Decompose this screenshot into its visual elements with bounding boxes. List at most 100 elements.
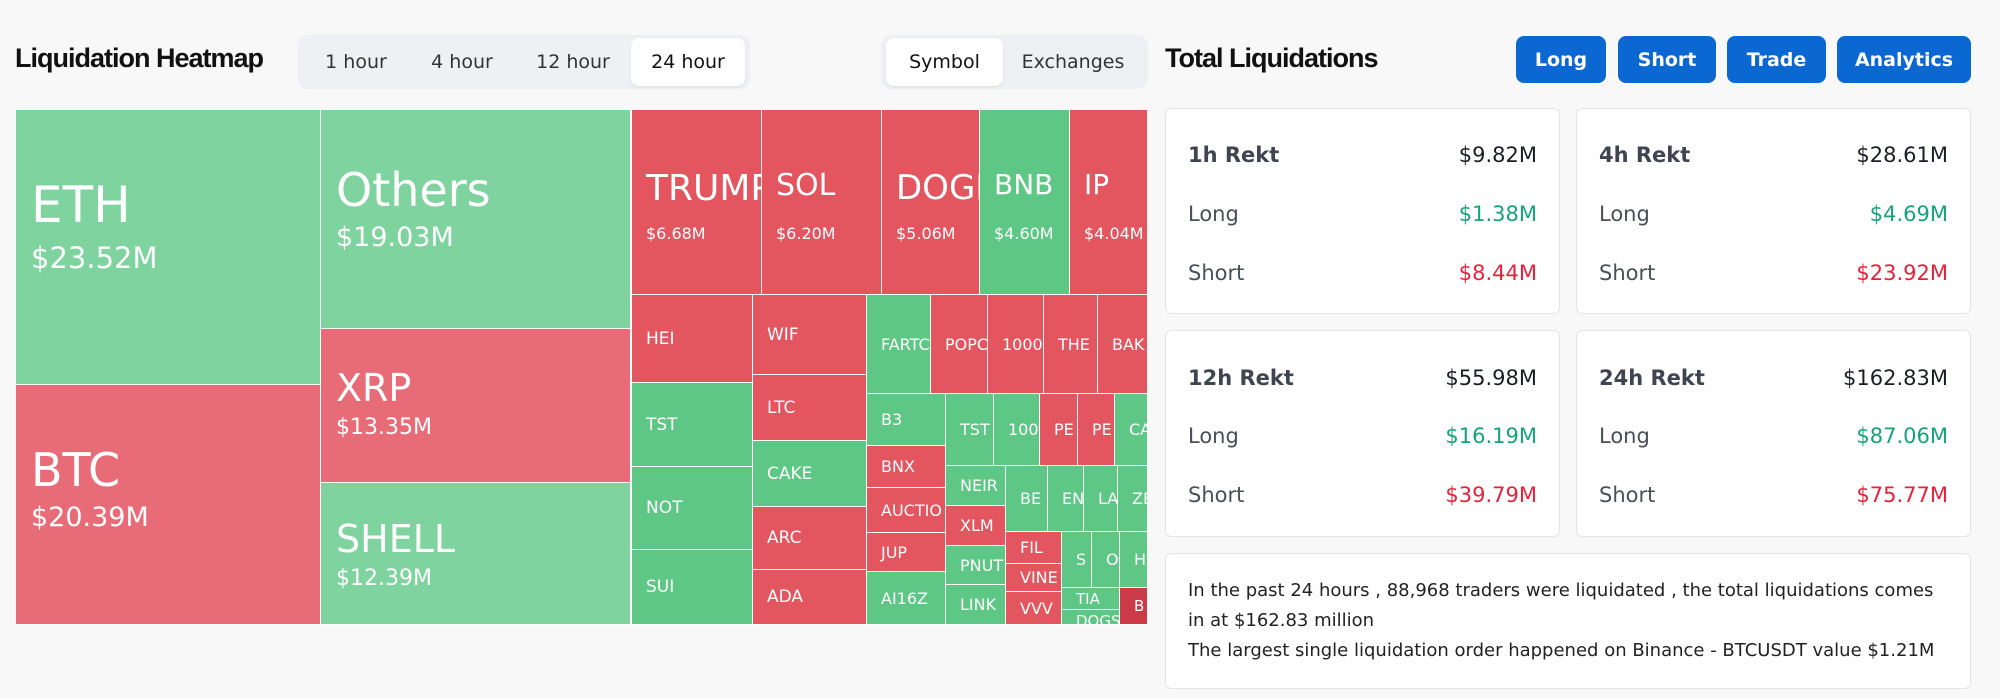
treemap-tile-vine[interactable]: VINE — [1006, 564, 1062, 592]
tile-value: $6.20M — [776, 224, 836, 243]
trade-button[interactable]: Trade — [1727, 36, 1826, 83]
treemap-tile-hei[interactable]: HEI — [632, 295, 753, 383]
tile-symbol: ETH — [31, 176, 131, 234]
treemap-tile-ada[interactable]: ADA — [753, 570, 867, 625]
tile-value: $23.52M — [31, 241, 158, 275]
tile-symbol: BTC — [31, 442, 121, 497]
treemap-tile-tst[interactable]: TST — [632, 383, 753, 467]
treemap-tile-link[interactable]: LINK — [946, 585, 1006, 625]
tile-value: $20.39M — [31, 502, 149, 534]
time-range-tabs: 1 hour 4 hour 12 hour 24 hour — [298, 35, 750, 89]
tile-symbol: JUP — [881, 542, 908, 562]
card-label: 12h Rekt — [1188, 366, 1294, 390]
summary-line-2: The largest single liquidation order hap… — [1188, 640, 1935, 661]
tile-value: $12.39M — [336, 566, 432, 592]
treemap-tile-bak[interactable]: BAK — [1098, 295, 1148, 394]
treemap-tile-pnut[interactable]: PNUT — [946, 546, 1006, 585]
tile-symbol: AUCTIO — [881, 500, 942, 520]
treemap-tile-popc[interactable]: POPC — [931, 295, 988, 394]
tile-symbol: DOGS — [1076, 612, 1120, 625]
treemap-tile-100[interactable]: 100 — [994, 394, 1040, 466]
treemap-tile-ltc[interactable]: LTC — [753, 375, 867, 441]
treemap-tile-bnx[interactable]: BNX — [867, 446, 946, 488]
tile-symbol: BNX — [881, 457, 915, 476]
treemap-tile-en[interactable]: EN — [1048, 466, 1084, 532]
tile-symbol: TRUMP — [646, 168, 762, 209]
tab-4-hour[interactable]: 4 hour — [409, 38, 515, 86]
treemap-tile-bnb[interactable]: BNB $4.60M — [980, 110, 1070, 295]
treemap-tile-tst[interactable]: TST — [946, 394, 994, 466]
tile-symbol: VINE — [1020, 568, 1058, 587]
treemap-tile-o[interactable]: O — [1092, 532, 1120, 588]
treemap-tile-s[interactable]: S — [1062, 532, 1092, 588]
treemap-tile-sol[interactable]: SOL $6.20M — [762, 110, 882, 295]
treemap-tile-h[interactable]: H — [1120, 532, 1148, 588]
treemap-tile-not[interactable]: NOT — [632, 467, 753, 550]
treemap-tile-sui[interactable]: SUI — [632, 550, 753, 625]
treemap-tile-fil[interactable]: FIL — [1006, 532, 1062, 564]
tile-symbol: 1000 — [1002, 334, 1043, 354]
treemap-tile-be[interactable]: BE — [1006, 466, 1048, 532]
treemap-tile-xrp[interactable]: XRP $13.35M — [321, 329, 631, 483]
treemap-tile-neir[interactable]: NEIR — [946, 466, 1006, 506]
tile-symbol: PE — [1054, 420, 1074, 439]
tile-symbol: AI16Z — [881, 588, 928, 608]
liquidation-treemap: ETH $23.52M BTC $20.39M Others $19.03M XRP $13.… — [16, 110, 1148, 625]
treemap-tile-auctio[interactable]: AUCTIO — [867, 488, 946, 533]
tab-symbol[interactable]: Symbol — [886, 38, 1003, 86]
tab-12-hour[interactable]: 12 hour — [515, 38, 631, 86]
treemap-tile-doge[interactable]: DOGE $5.06M — [882, 110, 980, 295]
long-button[interactable]: Long — [1516, 36, 1606, 83]
treemap-tile-wif[interactable]: WIF — [753, 295, 867, 375]
short-value: $75.77M — [1856, 483, 1948, 507]
tile-symbol: LTC — [767, 397, 796, 418]
treemap-tile-trump[interactable]: TRUMP $6.68M — [632, 110, 762, 295]
long-label: Long — [1188, 202, 1239, 226]
tile-symbol: BE — [1020, 489, 1042, 508]
treemap-tile-ze[interactable]: ZE — [1118, 466, 1148, 532]
treemap-tile-fartc[interactable]: FARTC — [867, 295, 931, 394]
tile-value: $5.06M — [896, 224, 956, 243]
treemap-tile-vvv[interactable]: VVV — [1006, 592, 1062, 625]
treemap-tile-the[interactable]: THE — [1044, 295, 1098, 394]
treemap-tile-eth[interactable]: ETH $23.52M — [16, 110, 321, 385]
treemap-tile-pe[interactable]: PE — [1040, 394, 1078, 466]
treemap-tile-ai16z[interactable]: AI16Z — [867, 572, 946, 625]
tile-symbol: NEIR — [960, 476, 998, 495]
tile-symbol: CAKE — [767, 463, 813, 484]
treemap-tile-btc[interactable]: BTC $20.39M — [16, 385, 321, 625]
short-button[interactable]: Short — [1618, 36, 1716, 83]
treemap-tile-b3[interactable]: B3 — [867, 394, 946, 446]
treemap-tile-arc[interactable]: ARC — [753, 507, 867, 570]
tile-symbol: XRP — [336, 365, 412, 410]
tile-symbol: VVV — [1020, 598, 1053, 618]
treemap-tile-1000[interactable]: 1000 — [988, 295, 1044, 394]
heatmap-title: Liquidation Heatmap — [15, 43, 264, 73]
tile-symbol: B3 — [881, 410, 903, 429]
treemap-tile-others[interactable]: Others $19.03M — [321, 110, 631, 329]
treemap-tile-cake[interactable]: CAKE — [753, 441, 867, 507]
tile-value: $6.68M — [646, 224, 706, 243]
treemap-tile-pe[interactable]: PE — [1078, 394, 1115, 466]
tile-symbol: BAK — [1112, 334, 1145, 354]
treemap-tile-xlm[interactable]: XLM — [946, 506, 1006, 546]
tile-symbol: WIF — [767, 324, 799, 345]
rekt-card-1h: 1h Rekt $9.82M Long $1.38M Short $8.44M — [1165, 108, 1560, 314]
treemap-tile-b[interactable]: B — [1120, 588, 1148, 625]
tile-symbol: BNB — [994, 168, 1054, 201]
treemap-tile-ca[interactable]: CA — [1115, 394, 1148, 466]
long-label: Long — [1599, 424, 1650, 448]
tab-24-hour[interactable]: 24 hour — [631, 38, 745, 86]
treemap-tile-dogs[interactable]: DOGS — [1062, 610, 1120, 625]
card-total: $55.98M — [1445, 366, 1537, 390]
card-label: 4h Rekt — [1599, 143, 1691, 167]
treemap-tile-shell[interactable]: SHELL $12.39M — [321, 483, 631, 625]
analytics-button[interactable]: Analytics — [1837, 36, 1971, 83]
tab-exchanges[interactable]: Exchanges — [1003, 38, 1143, 86]
treemap-tile-tia[interactable]: TIA — [1062, 588, 1120, 610]
treemap-tile-ip[interactable]: IP $4.04M — [1070, 110, 1148, 295]
treemap-tile-jup[interactable]: JUP — [867, 533, 946, 572]
card-total: $9.82M — [1458, 143, 1537, 167]
treemap-tile-la[interactable]: LA — [1084, 466, 1118, 532]
tab-1-hour[interactable]: 1 hour — [303, 38, 409, 86]
